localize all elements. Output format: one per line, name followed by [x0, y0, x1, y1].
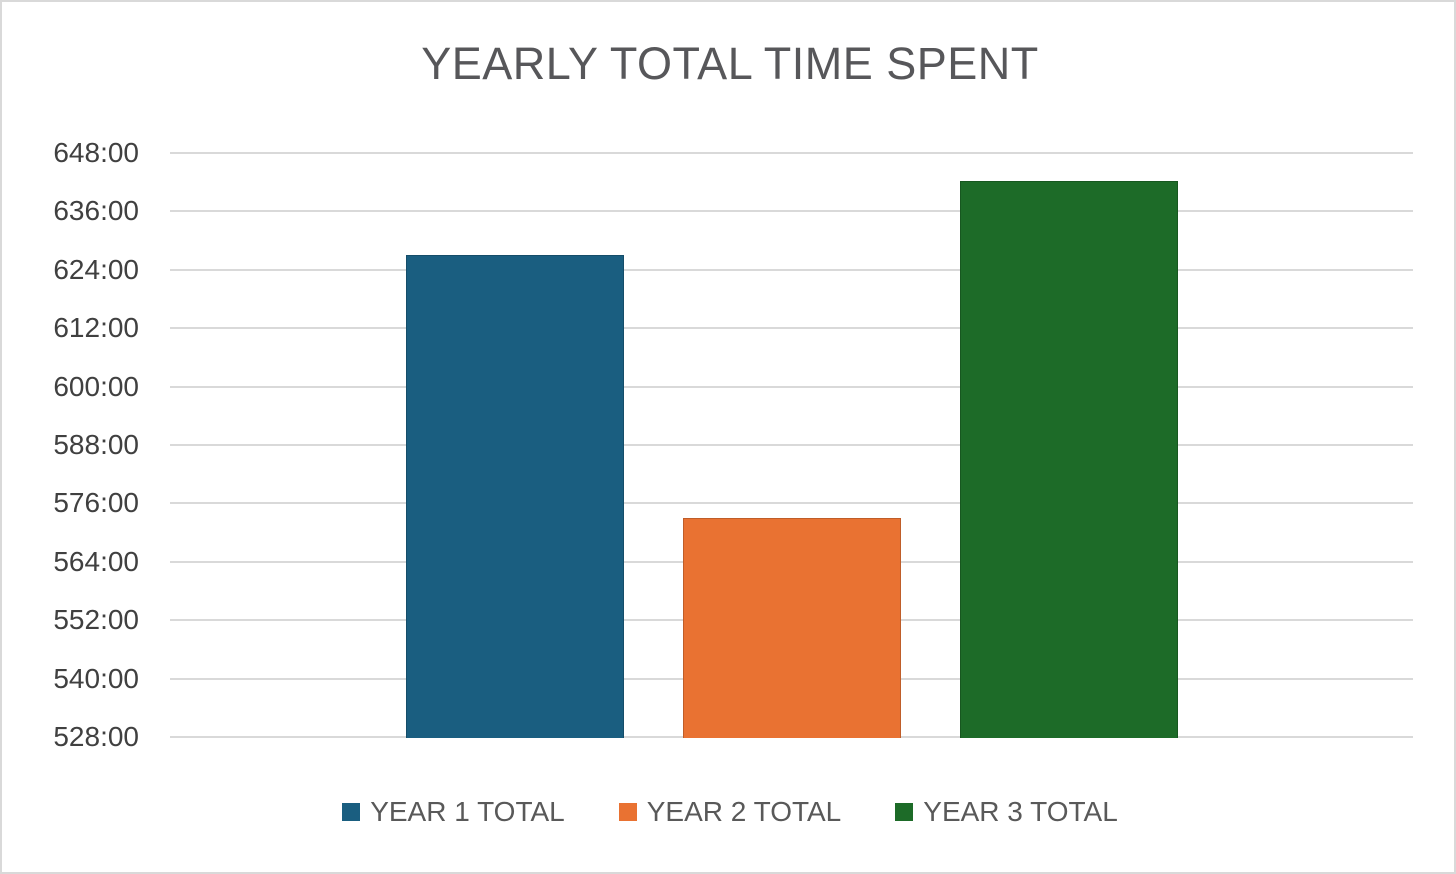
y-axis-tick-label: 636:00 — [53, 195, 139, 226]
legend-item-year-2-total: YEAR 2 TOTAL — [618, 796, 842, 828]
legend-item-year-3-total: YEAR 3 TOTAL — [895, 796, 1118, 828]
y-axis-tick-label: 576:00 — [53, 487, 139, 518]
gridline — [170, 444, 1413, 446]
y-axis-tick-label: 648:00 — [53, 137, 139, 168]
y-axis-tick-label: 612:00 — [53, 312, 139, 343]
y-axis-tick-label: 600:00 — [53, 371, 139, 402]
bar-year-3-total — [960, 181, 1178, 738]
legend-item-year-1-total: YEAR 1 TOTAL — [342, 796, 565, 828]
y-axis-tick-label: 624:00 — [53, 254, 139, 285]
y-axis: 648:00 636:00 624:00 612:00 600:00 588:00 576:… — [2, 137, 139, 752]
legend-swatch-icon — [342, 803, 361, 821]
plot-area — [170, 152, 1413, 738]
legend-swatch-icon — [895, 803, 914, 821]
bar-year-1-total — [406, 255, 624, 738]
gridline — [170, 152, 1413, 154]
y-axis-tick-label: 552:00 — [53, 604, 139, 635]
legend-label: YEAR 1 TOTAL — [370, 796, 565, 827]
y-axis-tick-label: 540:00 — [53, 663, 139, 694]
legend-label: YEAR 2 TOTAL — [646, 796, 842, 827]
gridline — [170, 210, 1413, 212]
gridline — [170, 386, 1413, 388]
gridline — [170, 269, 1413, 271]
legend-swatch-icon — [618, 803, 637, 821]
gridline — [170, 502, 1413, 504]
bar-year-2-total — [683, 518, 901, 738]
gridline — [170, 327, 1413, 329]
y-axis-tick-label: 564:00 — [53, 546, 139, 577]
y-axis-tick-label: 588:00 — [53, 429, 139, 460]
chart-title: YEARLY TOTAL TIME SPENT — [421, 38, 1039, 89]
legend-label: YEAR 3 TOTAL — [923, 796, 1118, 827]
legend: YEAR 1 TOTAL YEAR 2 TOTAL YEAR 3 TOTAL — [2, 794, 1454, 830]
y-axis-tick-label: 528:00 — [53, 721, 139, 752]
